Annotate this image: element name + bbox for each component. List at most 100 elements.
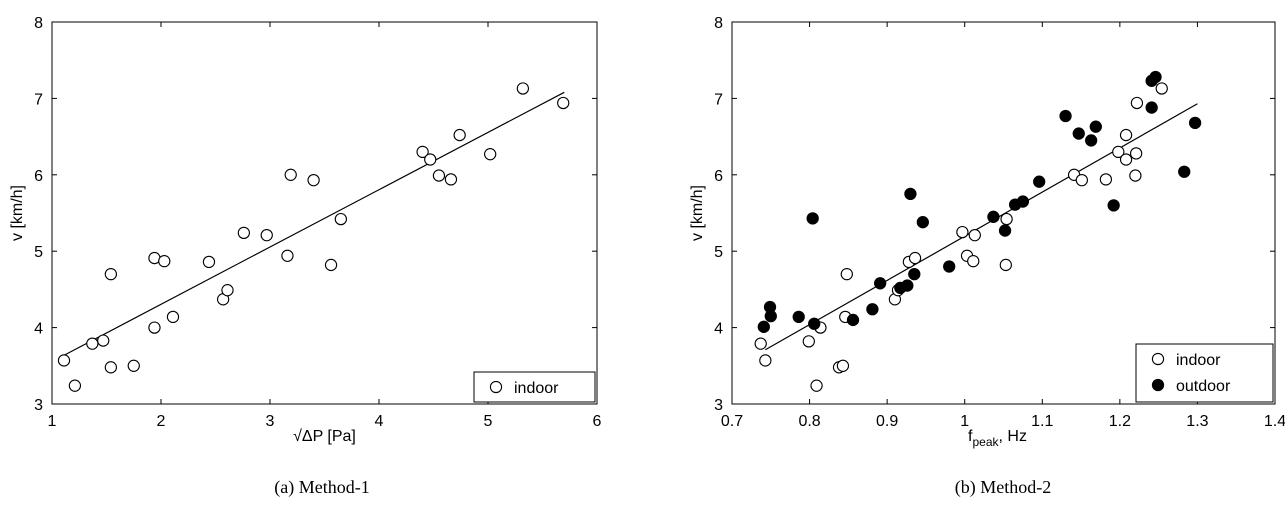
indoor-point xyxy=(416,145,429,159)
indoor-point xyxy=(237,226,250,240)
x-axis-label-sub: peak xyxy=(972,435,999,449)
indoor-point xyxy=(424,153,437,166)
outdoor-point xyxy=(1033,175,1046,188)
series-indoor xyxy=(754,82,1168,392)
indoor-point xyxy=(1129,169,1142,182)
indoor-point xyxy=(166,310,180,324)
outdoor-point xyxy=(1145,101,1158,114)
x-tick-label: 6 xyxy=(593,413,602,430)
outdoor-point xyxy=(1178,165,1191,178)
indoor-point xyxy=(86,337,99,350)
y-tick-label: 6 xyxy=(714,168,723,185)
indoor-point xyxy=(324,258,338,272)
y-tick-label: 7 xyxy=(714,91,723,108)
outdoor-point xyxy=(1072,127,1085,140)
outdoor-point xyxy=(1016,195,1030,208)
x-tick-label: 0.7 xyxy=(721,413,743,430)
legend-marker-indoor xyxy=(1151,352,1165,366)
outdoor-point xyxy=(1059,109,1072,123)
legend-label-indoor: indoor xyxy=(1176,352,1221,369)
indoor-point xyxy=(1119,128,1133,142)
outdoor-point xyxy=(916,216,929,229)
outdoor-point xyxy=(764,309,777,323)
x-axis-label: √ΔP [Pa] xyxy=(293,428,356,445)
x-tick-label: 0.9 xyxy=(876,413,898,430)
x-tick-label: 3 xyxy=(266,413,275,430)
indoor-point xyxy=(57,354,71,367)
indoor-point xyxy=(221,284,234,297)
indoor-point xyxy=(1130,96,1144,110)
indoor-point xyxy=(1000,212,1013,226)
indoor-point xyxy=(202,255,216,269)
indoor-point xyxy=(956,225,969,239)
outdoor-point xyxy=(1188,116,1202,129)
x-tick-label: 2 xyxy=(157,413,166,430)
indoor-point xyxy=(104,267,118,281)
y-tick-label: 4 xyxy=(714,321,723,338)
x-tick-label: 5 xyxy=(484,413,493,430)
outdoor-point xyxy=(943,260,956,273)
legend-label-outdoor: outdoor xyxy=(1176,378,1231,395)
y-axis-label: v [km/h] xyxy=(9,185,26,241)
legend-label-indoor: indoor xyxy=(514,380,559,397)
outdoor-point xyxy=(1089,120,1102,133)
legend: indoor outdoor xyxy=(1135,343,1274,403)
indoor-point xyxy=(484,148,497,161)
x-tick-label: 1.3 xyxy=(1186,413,1208,430)
x-axis-label-main: f xyxy=(968,428,973,445)
outdoor-point xyxy=(846,313,860,327)
series-outdoor xyxy=(757,70,1202,333)
outdoor-point xyxy=(901,279,914,292)
outdoor-point xyxy=(757,320,770,333)
indoor-point xyxy=(68,379,82,392)
indoor-point xyxy=(759,354,772,367)
outdoor-point xyxy=(1085,134,1098,147)
indoor-point xyxy=(810,379,823,392)
indoor-point xyxy=(334,212,347,226)
legend-box xyxy=(1135,343,1274,403)
outdoor-point xyxy=(792,310,805,324)
indoor-point xyxy=(1129,147,1143,160)
indoor-point xyxy=(754,337,767,350)
indoor-point xyxy=(1112,145,1125,159)
indoor-point xyxy=(97,334,110,347)
indoor-point xyxy=(1119,153,1133,166)
indoor-point xyxy=(908,251,922,265)
indoor-point xyxy=(802,335,815,348)
indoor-point xyxy=(444,173,458,186)
x-tick-label: 0.8 xyxy=(798,413,820,430)
indoor-point xyxy=(516,82,530,95)
plot-frame xyxy=(51,21,598,405)
y-tick-label: 3 xyxy=(34,397,43,414)
x-tick-label: 1.2 xyxy=(1109,413,1131,430)
chart-panel-1: 1 2 3 4 5 6 3 4 5 6 7 8 v [km/h] √ΔP [Pa] indoor (a) Me… xyxy=(9,15,602,498)
outdoor-point xyxy=(1107,199,1120,212)
y-tick-label: 3 xyxy=(714,397,723,414)
indoor-point xyxy=(1075,173,1088,187)
legend-marker-indoor xyxy=(489,380,503,394)
indoor-point xyxy=(284,168,297,181)
chart-panel-2: 0.7 0.8 0.9 1 1.1 1.2 1.3 1.4 3 4 5 6 7 8 v [km/h] fpea… xyxy=(689,15,1285,498)
indoor-point xyxy=(260,229,273,242)
outdoor-point xyxy=(808,317,821,330)
x-axis-label: fpeak, Hz xyxy=(968,428,1027,449)
series-indoor xyxy=(57,82,570,392)
outdoor-point xyxy=(998,224,1012,237)
indoor-point xyxy=(307,173,320,187)
indoor-point xyxy=(127,359,140,372)
outdoor-point xyxy=(866,303,879,316)
outdoor-point xyxy=(904,187,917,201)
outdoor-point xyxy=(806,212,819,225)
indoor-point xyxy=(967,254,980,268)
indoor-point xyxy=(453,128,466,142)
x-tick-label: 1 xyxy=(960,413,969,430)
outdoor-point xyxy=(1149,70,1162,84)
y-tick-label: 6 xyxy=(34,168,43,185)
indoor-point xyxy=(836,359,850,372)
indoor-point xyxy=(432,169,446,182)
legend: indoor xyxy=(473,371,596,403)
outdoor-point xyxy=(874,277,887,290)
x-axis-label-tail: , Hz xyxy=(999,428,1027,445)
indoor-point xyxy=(148,321,161,334)
